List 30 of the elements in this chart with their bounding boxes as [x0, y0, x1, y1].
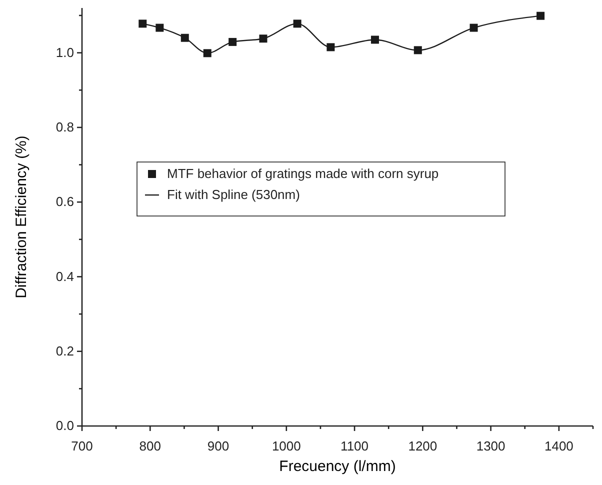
- legend-label: MTF behavior of gratings made with corn syrup: [167, 166, 439, 181]
- point: [326, 43, 335, 52]
- y-tick-label: 1.0: [56, 44, 74, 60]
- point: [138, 20, 147, 28]
- y-tick-label: 0.2: [56, 344, 74, 359]
- x-axis-title: Frecuency (l/mm): [279, 458, 396, 475]
- point: [470, 24, 478, 32]
- x-tick-label: 1300: [476, 438, 506, 454]
- x-tick-label: 1400: [544, 438, 574, 454]
- y-axis-title: Diffraction Efficiency (%): [13, 136, 30, 298]
- legend-label: Fit with Spline (530nm): [167, 187, 300, 202]
- x-tick-label: 800: [139, 438, 161, 454]
- y-tick-label: 0.6: [56, 194, 74, 210]
- point: [536, 12, 545, 20]
- point: [156, 24, 164, 32]
- y-tick-label: 0.0: [56, 418, 74, 434]
- x-tick-label: 1200: [408, 438, 438, 454]
- point: [259, 34, 268, 43]
- point: [370, 36, 379, 44]
- point: [203, 49, 212, 58]
- point: [293, 20, 302, 28]
- point: [180, 34, 189, 42]
- point: [228, 38, 237, 46]
- y-tick-label: 0.8: [56, 120, 74, 135]
- x-tick-label: 1100: [340, 438, 369, 454]
- y-tick-label: 0.4: [56, 268, 74, 284]
- x-tick-label: 900: [207, 438, 230, 454]
- x-tick-label: 700: [71, 438, 93, 454]
- point: [414, 46, 422, 54]
- x-tick-label: 1000: [272, 438, 301, 454]
